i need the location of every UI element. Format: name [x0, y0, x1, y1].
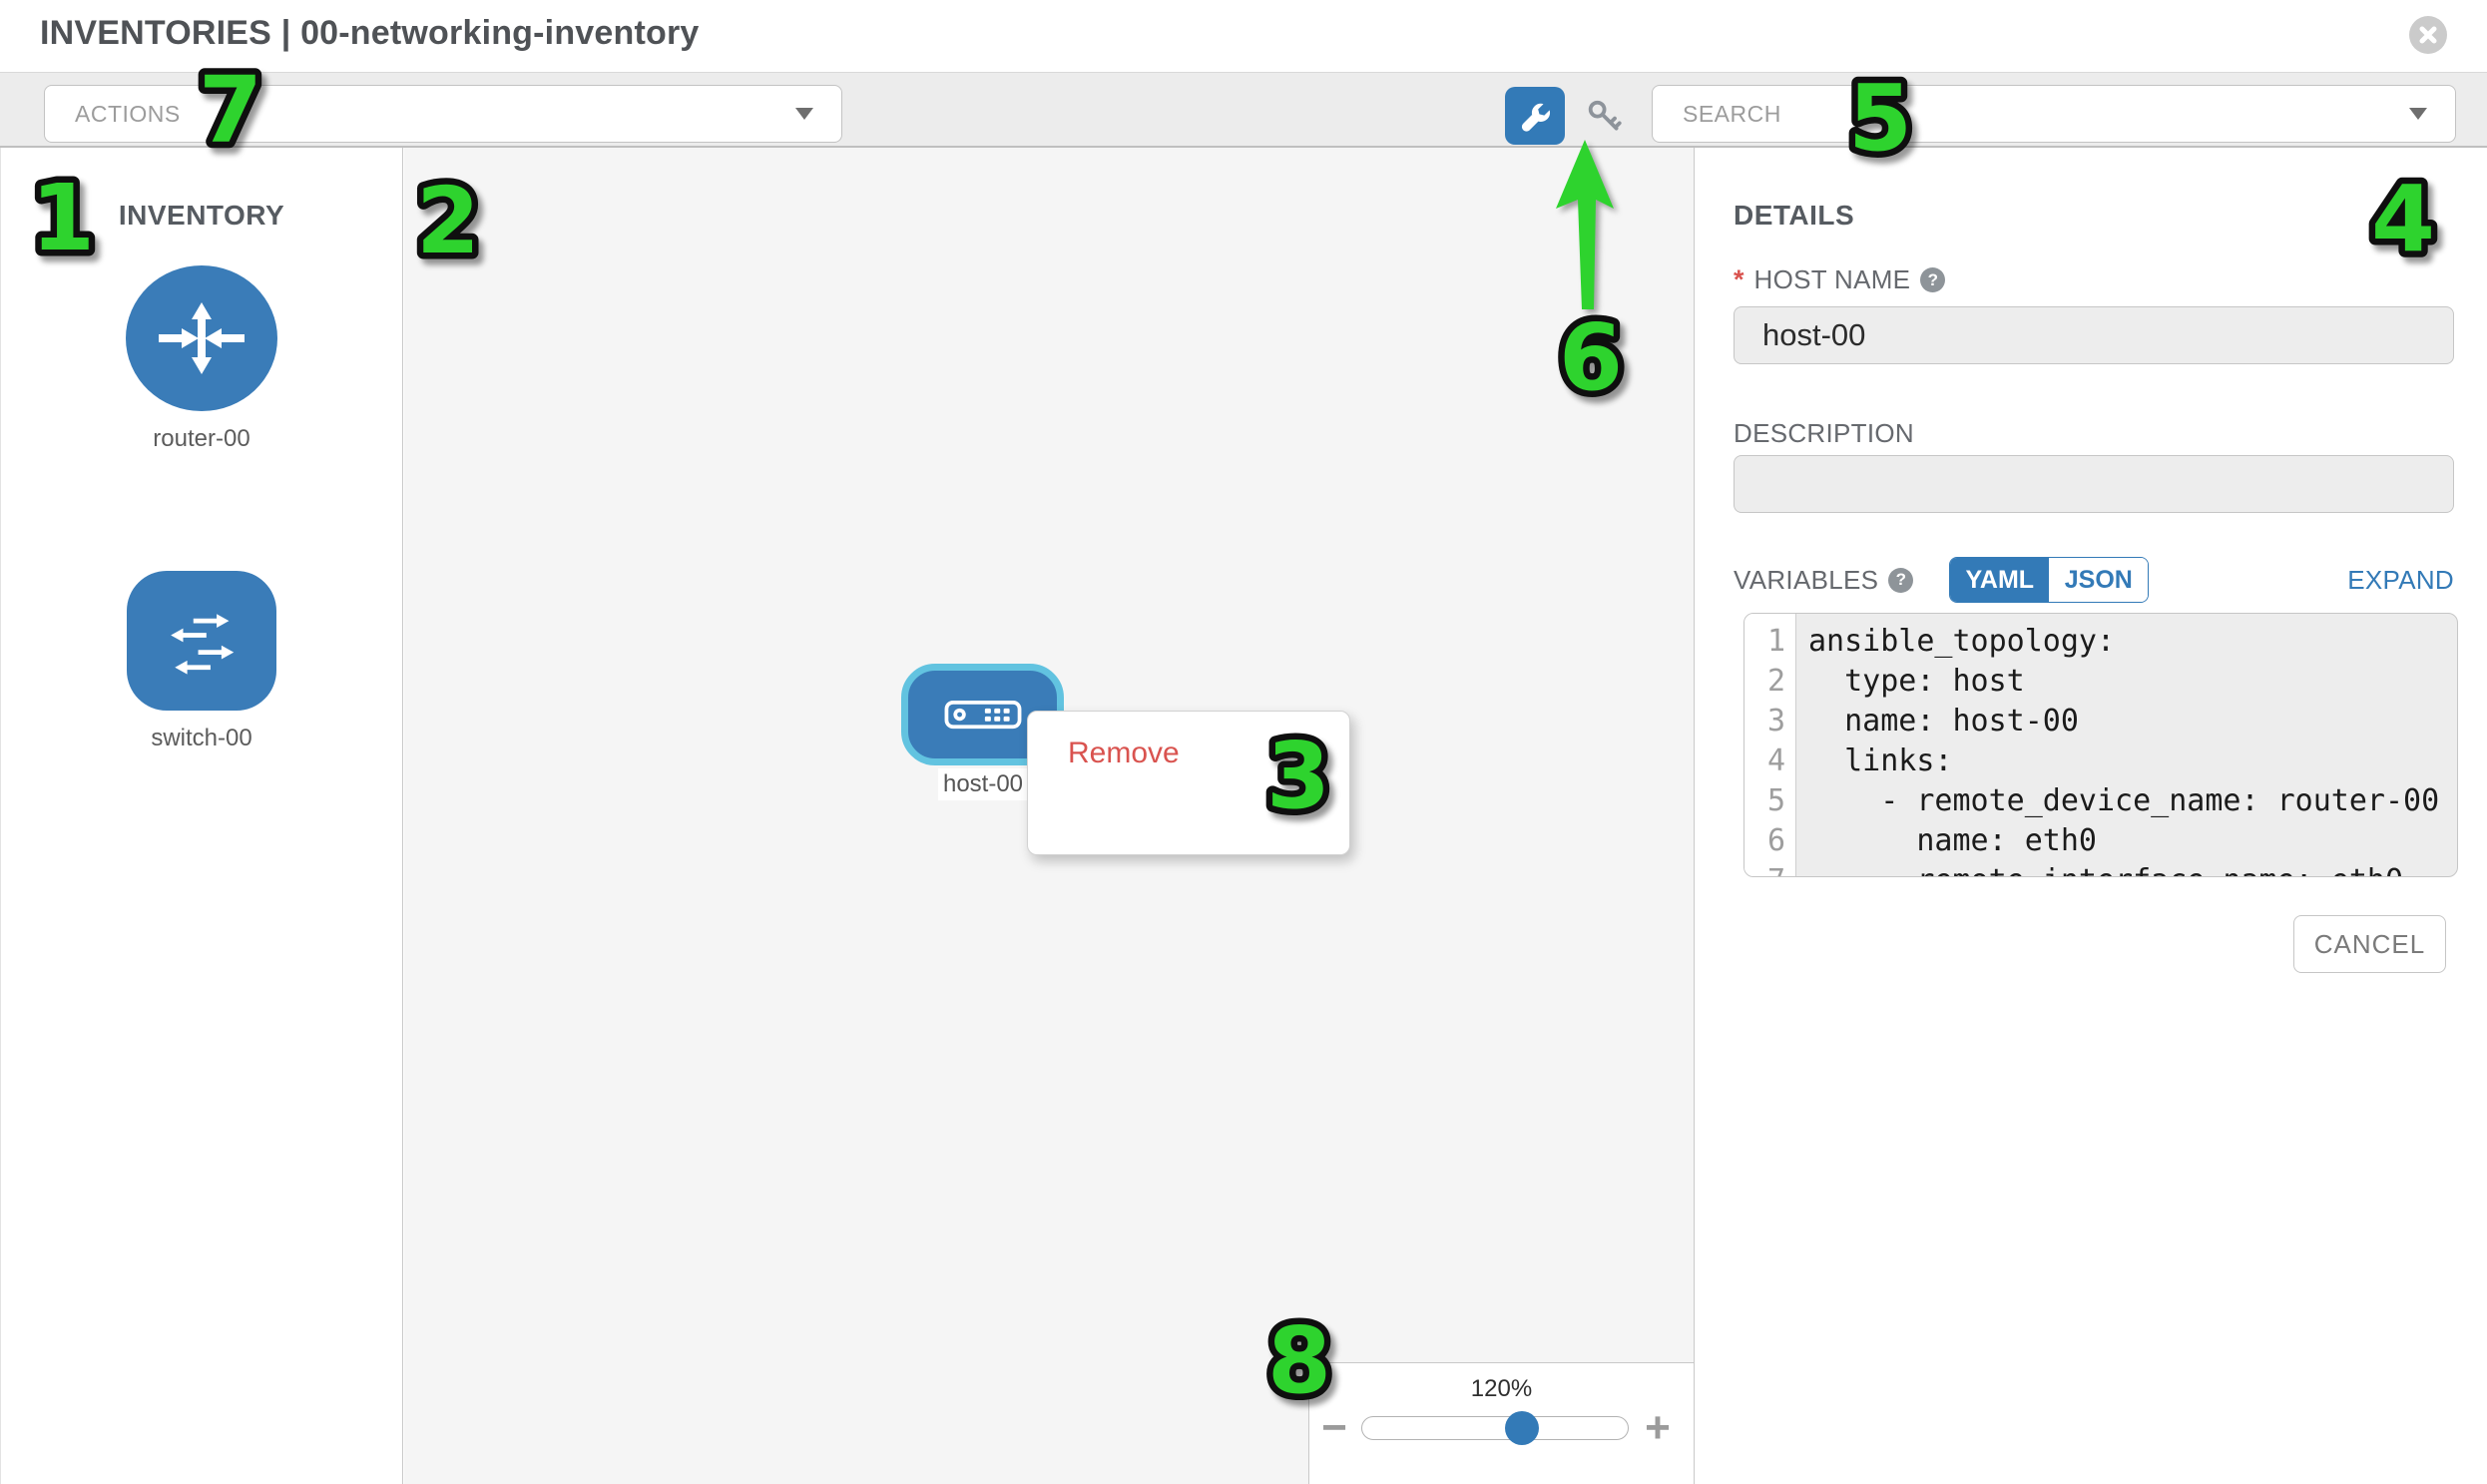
description-label-row: DESCRIPTION: [1734, 418, 1914, 449]
page-title: INVENTORIES | 00-networking-inventory: [40, 14, 700, 52]
host-name-label-row: * HOST NAME ?: [1734, 264, 1946, 295]
search-dropdown[interactable]: SEARCH: [1652, 85, 2456, 143]
host-name-input[interactable]: [1734, 306, 2454, 364]
details-panel: DETAILS * HOST NAME ? DESCRIPTION VARIAB…: [1696, 148, 2487, 1484]
expand-link[interactable]: EXPAND: [2347, 564, 2454, 595]
zoom-level: 120%: [1470, 1375, 1533, 1402]
required-asterisk: *: [1734, 264, 1744, 294]
search-placeholder: SEARCH: [1683, 100, 1781, 127]
menu-item-remove[interactable]: Remove: [1068, 737, 1180, 769]
editor-code: ansible_topology: type: host name: host-…: [1808, 624, 2440, 876]
close-button[interactable]: [2409, 16, 2447, 54]
inventory-sidebar: INVENTORY router-00: [0, 148, 403, 1484]
sidebar-heading: INVENTORY: [118, 200, 285, 231]
toolbar: ACTIONS SEARCH: [0, 72, 2487, 148]
palette-item-router[interactable]: router-00: [1, 265, 402, 453]
zoom-in-button[interactable]: +: [1645, 1403, 1671, 1452]
yaml-json-toggle: YAML JSON: [1949, 557, 2150, 603]
actions-placeholder: ACTIONS: [75, 100, 181, 127]
tab-json[interactable]: JSON: [2049, 558, 2149, 602]
zoom-slider-handle[interactable]: [1504, 1411, 1539, 1445]
main-area: INVENTORY router-00: [0, 148, 2487, 1484]
details-heading: DETAILS: [1734, 200, 1855, 231]
topology-canvas[interactable]: host-00 Details Remove 120% − +: [404, 148, 1695, 1484]
host-node-label: host-00: [938, 768, 1028, 800]
tab-yaml[interactable]: YAML: [1950, 558, 2050, 602]
switch-icon: [127, 571, 276, 711]
host-icon: [942, 700, 1024, 730]
wrench-icon: [1518, 99, 1552, 133]
key-icon: [1583, 96, 1627, 136]
chevron-down-icon: [2409, 108, 2427, 120]
cancel-button[interactable]: CANCEL: [2293, 915, 2446, 973]
zoom-control: 120% − +: [1308, 1362, 1695, 1484]
variables-label: VARIABLES: [1734, 564, 1879, 595]
toolbar-key-button[interactable]: [1575, 87, 1635, 145]
actions-dropdown[interactable]: ACTIONS: [44, 85, 842, 143]
header: INVENTORIES | 00-networking-inventory: [0, 0, 2487, 72]
chevron-down-icon: [795, 108, 813, 120]
palette-item-switch[interactable]: switch-00: [1, 571, 402, 752]
palette-item-label: switch-00: [151, 725, 252, 751]
zoom-slider[interactable]: [1361, 1411, 1629, 1445]
palette-item-label: router-00: [153, 425, 250, 452]
host-name-label: HOST NAME: [1753, 264, 1911, 294]
description-input[interactable]: [1734, 455, 2454, 513]
toolbar-settings-button[interactable]: [1505, 87, 1565, 145]
context-menu: Details Remove: [1027, 711, 1350, 855]
close-icon: [2418, 25, 2438, 45]
description-label: DESCRIPTION: [1734, 418, 1914, 448]
zoom-out-button[interactable]: −: [1321, 1403, 1347, 1452]
router-icon: [126, 265, 277, 411]
variables-row: VARIABLES ? YAML JSON EXPAND: [1734, 557, 2454, 603]
help-icon[interactable]: ?: [1888, 567, 1914, 593]
help-icon[interactable]: ?: [1920, 267, 1946, 292]
